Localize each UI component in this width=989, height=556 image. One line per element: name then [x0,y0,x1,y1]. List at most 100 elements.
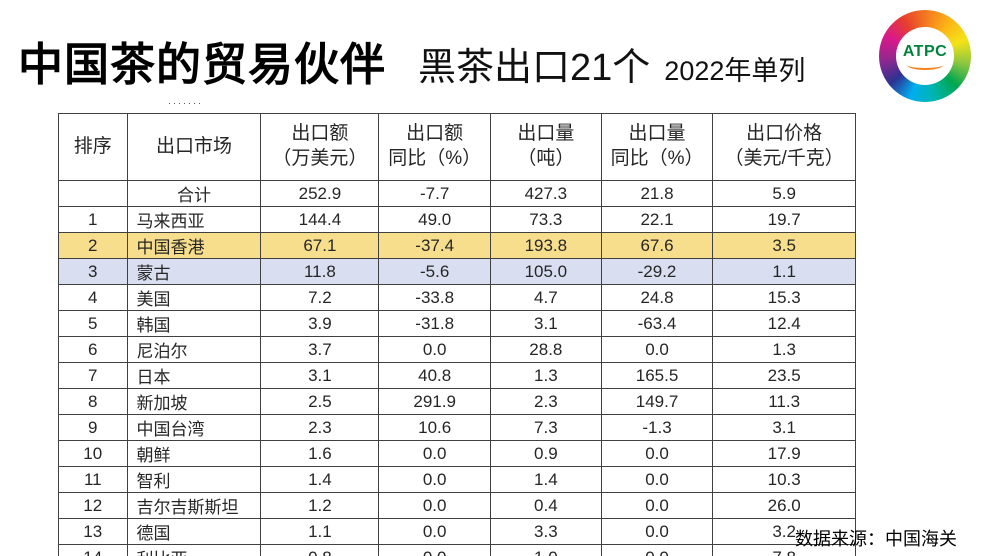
cell-market: 德国 [126,518,262,545]
cell-rank [58,180,128,207]
cell-volume_yoy: 21.8 [600,180,714,207]
cropped-text-fragment: ······· [168,98,203,107]
cell-rank: 12 [58,492,128,519]
cell-price: 15.3 [712,284,856,311]
cell-volume: 3.3 [489,518,602,545]
cell-price: 23.5 [712,362,856,389]
cell-value_yoy: -37.4 [378,232,491,259]
cell-volume: 4.7 [489,284,602,311]
cell-rank: 7 [58,362,128,389]
atpc-logo: ATPC [879,10,971,102]
cell-volume: 28.8 [489,336,602,363]
cell-market: 中国台湾 [126,414,262,441]
cell-market: 朝鲜 [126,440,262,467]
cell-rank: 13 [58,518,128,545]
cell-volume_yoy: -63.4 [600,310,714,337]
cell-price: 3.1 [712,414,856,441]
cell-volume_yoy: 149.7 [600,388,714,415]
cell-rank: 11 [58,466,128,493]
cell-price: 19.7 [712,206,856,233]
cell-value: 11.8 [260,258,380,285]
cell-rank: 10 [58,440,128,467]
cell-rank: 14 [58,544,128,556]
cell-volume_yoy: 0.0 [600,466,714,493]
cell-price: 26.0 [712,492,856,519]
cell-volume: 1.4 [489,466,602,493]
column-header-volume: 出口量 （吨） [489,113,602,181]
cell-rank: 9 [58,414,128,441]
cell-market: 日本 [126,362,262,389]
cell-price: 3.5 [712,232,856,259]
table-row: 14利比亚0.80.01.00.07.8 [58,544,856,556]
cell-volume_yoy: 0.0 [600,544,714,556]
cell-volume: 3.1 [489,310,602,337]
cell-volume: 105.0 [489,258,602,285]
table-row: 合计 252.9 -7.7 427.3 21.8 5.9 [58,180,856,207]
cell-market: 中国香港 [126,232,262,259]
table-row: 4 美国 7.2 -33.8 4.7 24.8 15.3 [58,284,856,311]
cell-volume_yoy: 22.1 [600,206,714,233]
table-row: 10 朝鲜 1.6 0.0 0.9 0.0 17.9 [58,440,856,467]
table-row: 11 智利 1.4 0.0 1.4 0.0 10.3 [58,466,856,493]
cell-volume: 1.3 [489,362,602,389]
cell-volume_yoy: 0.0 [600,518,714,545]
cell-rank: 5 [58,310,128,337]
column-header-market: 出口市场 [126,113,262,181]
cell-value: 3.9 [260,310,380,337]
table-row: 6 尼泊尔 3.7 0.0 28.8 0.0 1.3 [58,336,856,363]
title-row: 中国茶的贸易伙伴 黑茶出口21个 2022年单列 [18,28,805,93]
table-row: 3 蒙古 11.8 -5.6 105.0 -29.2 1.1 [58,258,856,285]
cell-volume: 427.3 [489,180,602,207]
cell-volume: 193.8 [489,232,602,259]
cell-price: 11.3 [712,388,856,415]
cell-rank: 3 [58,258,128,285]
cell-price: 12.4 [712,310,856,337]
cell-market: 韩国 [126,310,262,337]
cell-rank: 8 [58,388,128,415]
cell-price: 17.9 [712,440,856,467]
table-row: 9 中国台湾 2.3 10.6 7.3 -1.3 3.1 [58,414,856,441]
cell-value: 1.4 [260,466,380,493]
cell-volume: 73.3 [489,206,602,233]
cell-volume_yoy: 0.0 [600,336,714,363]
cell-price: 10.3 [712,466,856,493]
cell-volume: 2.3 [489,388,602,415]
cell-market: 利比亚 [126,544,262,556]
cell-market: 马来西亚 [126,206,262,233]
cell-price: 3.2 [712,518,856,545]
atpc-logo-arc-icon [907,60,943,70]
cell-price: 1.1 [712,258,856,285]
cell-volume_yoy: 165.5 [600,362,714,389]
cell-value_yoy: 0.0 [378,440,491,467]
cell-volume_yoy: 67.6 [600,232,714,259]
cell-rank: 4 [58,284,128,311]
cell-price: 7.8 [712,544,856,556]
cell-value: 2.3 [260,414,380,441]
cell-value: 3.1 [260,362,380,389]
cell-value_yoy: 0.0 [378,518,491,545]
table-body: 合计 252.9 -7.7 427.3 21.8 5.9 1 马来西亚 144.4 49.0 73.… [58,180,856,556]
cell-value_yoy: 40.8 [378,362,491,389]
atpc-logo-text: ATPC [902,42,948,60]
header-row: 排序 出口市场 出口额 （万美元） 出口额 同比（%） 出口量 （吨） 出口量 同比（%） 出口价格… [58,113,856,181]
cell-value_yoy: 0.0 [378,336,491,363]
cell-value_yoy: 0.0 [378,544,491,556]
cell-volume: 0.4 [489,492,602,519]
table-row: 1 马来西亚 144.4 49.0 73.3 22.1 19.7 [58,206,856,233]
title-note: 2022年单列 [664,56,806,86]
page-title: 中国茶的贸易伙伴 [18,39,387,90]
cell-rank: 6 [58,336,128,363]
cell-value_yoy: 0.0 [378,492,491,519]
cell-market: 尼泊尔 [126,336,262,363]
cell-market: 智利 [126,466,262,493]
cell-value_yoy: -31.8 [378,310,491,337]
column-header-volume_yoy: 出口量 同比（%） [600,113,714,181]
cell-value_yoy: 49.0 [378,206,491,233]
cell-market: 蒙古 [126,258,262,285]
cell-price: 1.3 [712,336,856,363]
column-header-rank: 排序 [58,113,128,181]
cell-rank: 2 [58,232,128,259]
cell-value: 3.7 [260,336,380,363]
page-subtitle: 黑茶出口21个 [418,47,651,89]
cell-market: 合计 [126,180,262,207]
